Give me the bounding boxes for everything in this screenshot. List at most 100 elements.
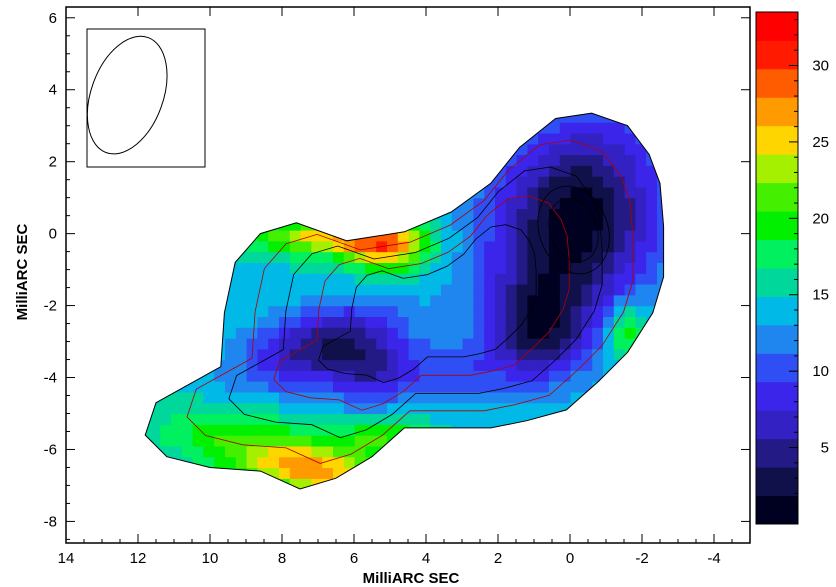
map-cell <box>364 402 377 415</box>
map-cell <box>472 391 485 404</box>
map-cell <box>300 240 312 253</box>
map-cell <box>429 305 441 317</box>
map-cell <box>440 370 452 382</box>
map-cell <box>386 359 398 371</box>
map-cell <box>483 284 495 296</box>
map-cell <box>354 391 366 404</box>
map-cell <box>246 284 258 296</box>
map-cell <box>580 132 593 145</box>
map-cell <box>364 240 377 253</box>
map-cell <box>300 456 312 469</box>
map-cell <box>408 348 420 361</box>
colorbar-band <box>756 68 798 98</box>
map-cell <box>224 370 236 382</box>
map-cell <box>505 186 517 199</box>
map-cell <box>224 381 236 393</box>
map-cell <box>526 251 539 263</box>
map-cell <box>278 316 290 328</box>
map-cell <box>429 348 441 361</box>
map-cell <box>472 338 485 350</box>
map-cell <box>451 230 463 242</box>
map-cell <box>494 359 506 371</box>
colorbar-band <box>756 381 798 411</box>
map-cell <box>494 197 506 210</box>
map-cell <box>235 348 247 361</box>
map-cell <box>634 143 647 156</box>
map-cell <box>472 370 485 382</box>
map-cell <box>235 435 247 447</box>
map-cell <box>526 197 539 210</box>
map-cell <box>494 402 506 415</box>
map-cell <box>386 284 398 296</box>
map-cell <box>580 305 593 317</box>
map-cell <box>159 413 171 425</box>
map-cell <box>462 370 474 382</box>
map-cell <box>354 316 366 328</box>
map-cell <box>591 154 603 166</box>
map-cell <box>451 359 463 371</box>
map-cell <box>580 230 593 242</box>
map-cell <box>397 381 409 393</box>
map-cell <box>256 445 269 458</box>
map-cell <box>354 370 366 382</box>
map-cell <box>300 251 312 263</box>
colorbar-band <box>756 438 798 468</box>
map-cell <box>624 305 636 317</box>
map-cell <box>472 273 485 285</box>
map-cell <box>397 305 409 317</box>
map-cell <box>548 240 560 253</box>
map-cell <box>624 165 636 177</box>
outer-contour <box>144 112 665 490</box>
map-cell <box>624 251 636 263</box>
map-cell <box>516 262 528 274</box>
y-tick-label: -8 <box>44 513 57 530</box>
map-cell <box>289 262 301 274</box>
colorbar-band <box>756 40 798 70</box>
map-cell <box>289 467 301 479</box>
map-cell <box>462 240 474 253</box>
map-cell <box>526 219 539 231</box>
map-cell <box>397 327 409 339</box>
map-cell <box>483 413 495 425</box>
map-cell <box>537 251 549 263</box>
map-cell <box>591 230 603 242</box>
map-cell <box>310 240 323 253</box>
colorbar-ticks: 5 10 15 20 25 30 <box>789 19 829 510</box>
map-cell <box>526 143 539 156</box>
map-cell <box>267 316 279 328</box>
map-cell <box>429 219 441 231</box>
map-cell <box>397 316 409 328</box>
map-cell <box>408 273 420 285</box>
map-cell <box>548 197 560 210</box>
map-cell <box>278 305 290 317</box>
map-cell <box>278 467 290 479</box>
map-cell <box>170 424 182 436</box>
map-cell <box>537 208 549 220</box>
map-cell <box>246 251 258 263</box>
map-cell <box>559 294 571 307</box>
map-cell <box>472 240 485 253</box>
map-cell <box>559 273 571 285</box>
map-cell <box>613 251 625 263</box>
map-cell <box>429 284 441 296</box>
map-cell <box>602 186 614 199</box>
map-cell <box>364 305 377 317</box>
map-cell <box>505 273 517 285</box>
colorbar-band <box>756 154 798 184</box>
map-cell <box>397 294 409 307</box>
map-cell <box>645 273 657 285</box>
map-cell <box>634 219 647 231</box>
map-cell <box>289 348 301 361</box>
map-cell <box>354 251 366 263</box>
map-cell <box>559 122 571 134</box>
map-cell <box>278 456 290 469</box>
map-cell <box>375 251 387 263</box>
y-tick-label: 4 <box>49 82 57 99</box>
map-cell <box>624 284 636 296</box>
map-cell <box>181 402 193 415</box>
map-cell <box>548 402 560 415</box>
map-cell <box>516 305 528 317</box>
map-cell <box>548 154 560 166</box>
map-cell <box>397 413 409 425</box>
